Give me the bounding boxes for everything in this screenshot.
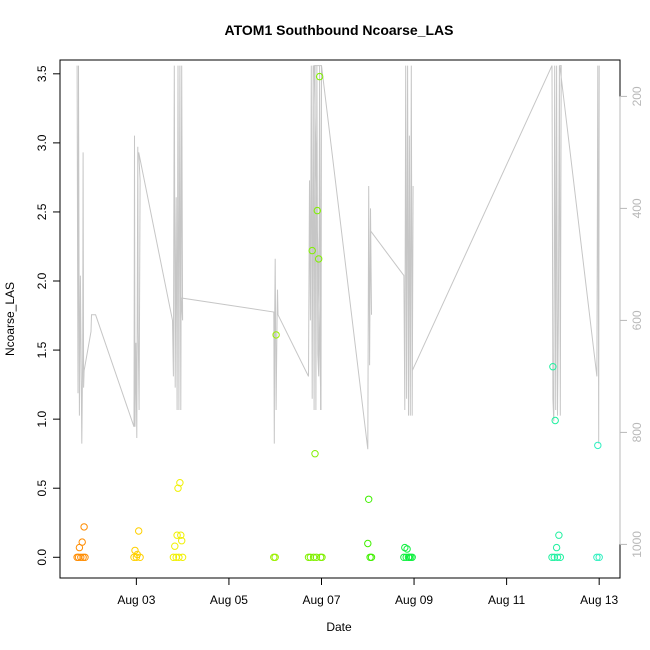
data-point bbox=[178, 537, 186, 545]
y-tick-label: 1.0 bbox=[35, 410, 49, 427]
chart-title: ATOM1 Southbound Ncoarse_LAS bbox=[225, 22, 454, 38]
data-point bbox=[365, 495, 373, 503]
data-point bbox=[556, 553, 564, 561]
y-tick-label: 3.5 bbox=[35, 65, 49, 82]
data-point bbox=[135, 527, 143, 535]
data-point bbox=[551, 416, 559, 425]
data-point bbox=[364, 539, 372, 548]
x-axis: Aug 03 Aug 05 Aug 07 Aug 09 Aug 11 Aug 13 bbox=[117, 577, 619, 607]
data-point bbox=[272, 331, 280, 339]
scatter-points-layer bbox=[73, 72, 603, 561]
data-point bbox=[173, 531, 181, 539]
data-point bbox=[313, 206, 321, 215]
plot-area-frame bbox=[59, 59, 621, 579]
data-point bbox=[79, 553, 87, 561]
y2-tick-label: 1000 bbox=[630, 531, 644, 558]
x-axis-label: Date bbox=[326, 620, 352, 634]
x-tick-label: Aug 13 bbox=[580, 593, 618, 607]
x-tick-label: Aug 11 bbox=[488, 593, 525, 607]
data-point bbox=[549, 363, 557, 371]
data-point bbox=[315, 255, 323, 263]
y-axis-left: 0.0 0.5 1.0 1.5 2.0 2.5 3.0 3.5 bbox=[35, 65, 61, 566]
data-point bbox=[315, 72, 324, 81]
data-point bbox=[80, 523, 88, 531]
data-point bbox=[552, 543, 561, 552]
data-point bbox=[367, 553, 376, 561]
data-point bbox=[178, 553, 187, 561]
data-point bbox=[77, 553, 85, 561]
data-point bbox=[403, 545, 411, 553]
x-tick-label: Aug 05 bbox=[210, 593, 248, 607]
y-tick-label: 3.0 bbox=[35, 134, 49, 151]
y2-tick-label: 600 bbox=[630, 310, 644, 330]
y2-tick-label: 200 bbox=[630, 86, 644, 106]
data-point bbox=[318, 553, 326, 561]
data-point bbox=[176, 479, 184, 487]
data-point bbox=[311, 450, 319, 458]
data-point bbox=[175, 553, 183, 561]
x-tick-label: Aug 07 bbox=[302, 593, 340, 607]
data-point bbox=[555, 531, 563, 539]
data-point bbox=[131, 546, 139, 555]
y2-tick-label: 800 bbox=[630, 422, 644, 442]
depth-profile-line bbox=[76, 65, 600, 450]
x-tick-label: Aug 03 bbox=[117, 593, 155, 607]
data-point bbox=[594, 441, 602, 450]
data-point bbox=[595, 553, 603, 561]
data-point bbox=[553, 553, 562, 561]
data-point bbox=[136, 553, 144, 561]
data-point bbox=[304, 553, 313, 561]
data-point bbox=[408, 553, 416, 561]
data-point bbox=[78, 538, 86, 546]
y-axis-right: 200 400 600 800 1000 bbox=[619, 86, 644, 558]
y-tick-label: 0.5 bbox=[35, 480, 49, 497]
y-tick-label: 2.5 bbox=[35, 203, 49, 220]
data-point bbox=[171, 542, 179, 550]
y2-tick-label: 400 bbox=[630, 198, 644, 218]
y-tick-label: 1.5 bbox=[35, 341, 49, 358]
data-point bbox=[271, 553, 279, 561]
y-axis-label: Ncoarse_LAS bbox=[3, 282, 17, 356]
data-point bbox=[177, 531, 185, 539]
data-point bbox=[308, 246, 316, 255]
y-tick-label: 0.0 bbox=[35, 549, 49, 566]
depth-profile-layer bbox=[76, 65, 600, 450]
data-point bbox=[309, 553, 318, 561]
data-point bbox=[593, 553, 601, 561]
data-point bbox=[548, 553, 556, 561]
x-tick-label: Aug 09 bbox=[395, 593, 433, 607]
data-point bbox=[400, 553, 408, 561]
data-point bbox=[81, 553, 89, 561]
data-point bbox=[169, 553, 178, 561]
data-point bbox=[312, 553, 321, 561]
y-tick-label: 2.0 bbox=[35, 272, 49, 289]
